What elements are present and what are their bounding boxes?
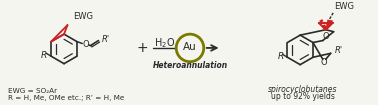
Text: $\mathregular{H_2O}$: $\mathregular{H_2O}$ — [153, 36, 175, 50]
Text: EWG: EWG — [73, 12, 93, 21]
Text: O: O — [82, 40, 89, 49]
Text: R': R' — [101, 35, 110, 44]
Text: +: + — [137, 41, 149, 55]
Text: Au: Au — [183, 42, 197, 52]
Polygon shape — [326, 20, 333, 30]
Text: R = H, Me, OMe etc.; R’ = H, Me: R = H, Me, OMe etc.; R’ = H, Me — [8, 95, 124, 101]
Text: R': R' — [335, 46, 343, 55]
Text: up to 92% yields: up to 92% yields — [271, 92, 335, 101]
Text: R: R — [41, 51, 48, 60]
Text: EWG: EWG — [334, 2, 354, 11]
Text: O: O — [321, 58, 327, 67]
Text: Heteroannulation: Heteroannulation — [152, 61, 228, 70]
Text: EWG = SO₂Ar: EWG = SO₂Ar — [8, 88, 57, 94]
Text: R: R — [277, 52, 284, 61]
Text: spirocyclobutanes: spirocyclobutanes — [268, 85, 338, 94]
Text: O: O — [322, 32, 329, 41]
